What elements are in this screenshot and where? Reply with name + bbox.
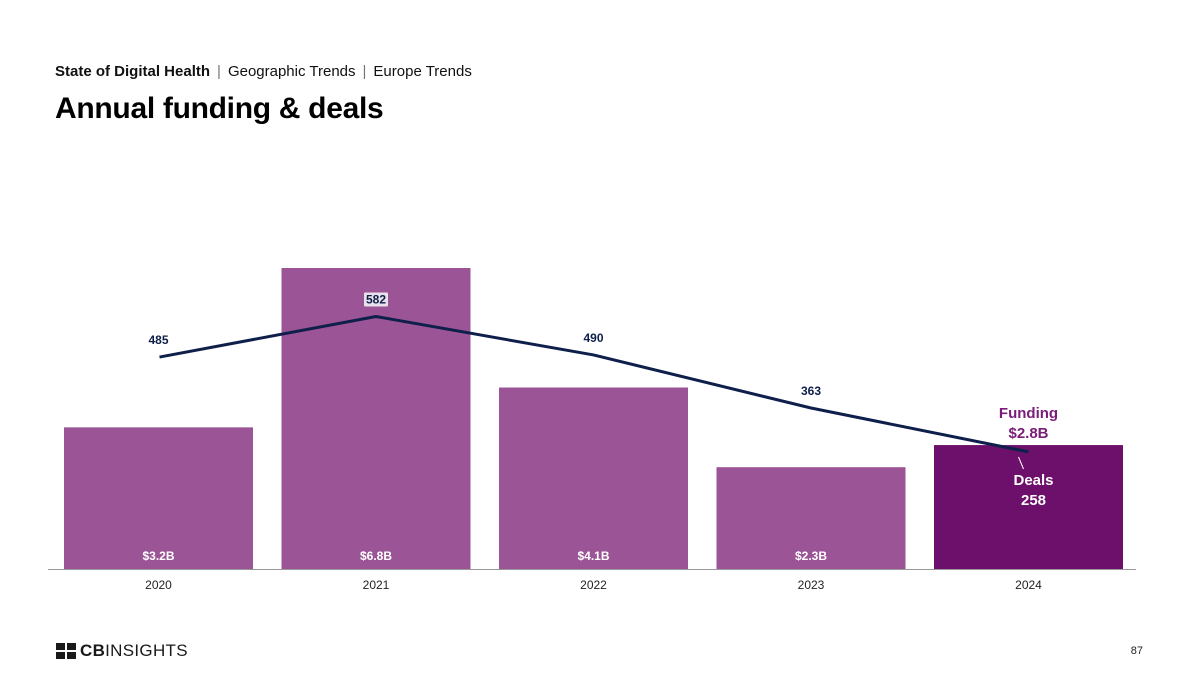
- cb-insights-logo-mark-icon: [56, 643, 76, 659]
- x-tick-label-2023: 2023: [798, 578, 825, 592]
- breadcrumb-item-report: State of Digital Health: [55, 63, 211, 80]
- deals-value-label-2023: 363: [801, 384, 821, 398]
- deals-value-label-2020: 485: [148, 333, 168, 347]
- logo-wordmark: CBINSIGHTS: [80, 641, 188, 661]
- breadcrumb: State of Digital Health | Geographic Trend…: [55, 63, 472, 80]
- funding-value-label-2020: $3.2B: [142, 549, 174, 563]
- deals-value-label-2022: 490: [583, 331, 603, 345]
- page-title: Annual funding & deals: [55, 92, 384, 125]
- deals-value-label-2021: 582: [366, 293, 386, 307]
- x-tick-label-2020: 2020: [145, 578, 172, 592]
- x-tick-label-2024: 2024: [1015, 578, 1042, 592]
- funding-callout-value: $2.8B: [1008, 425, 1048, 442]
- breadcrumb-separator: |: [362, 63, 367, 80]
- x-tick-label-2022: 2022: [580, 578, 607, 592]
- funding-bar-2020: [64, 427, 253, 569]
- logo-wordmark-bold: CB: [80, 641, 106, 660]
- deals-value-label-bg-2021: [364, 292, 388, 307]
- funding-value-label-2023: $2.3B: [795, 549, 827, 563]
- funding-value-label-2022: $4.1B: [577, 549, 609, 563]
- page-number: 87: [1130, 645, 1143, 657]
- breadcrumb-item-section: Geographic Trends: [227, 63, 356, 80]
- funding-bar-2021: [281, 268, 471, 569]
- deals-line: [159, 315, 1029, 454]
- breadcrumb-item-page: Europe Trends: [373, 63, 472, 80]
- deals-callout-label: Deals: [1013, 472, 1053, 489]
- funding-bar-2022: [499, 387, 688, 569]
- funding-callout-label: Funding: [999, 405, 1058, 422]
- logo-wordmark-light: INSIGHTS: [105, 641, 188, 660]
- breadcrumb-separator: |: [217, 63, 221, 80]
- funding-bar-2024: [934, 445, 1123, 569]
- cb-insights-logo: CBINSIGHTS: [56, 641, 188, 661]
- deals-callout-value: 258: [1021, 492, 1046, 509]
- x-tick-label-2021: 2021: [363, 578, 390, 592]
- deals-callout-leader: [1018, 456, 1024, 470]
- funding-value-label-2021: $6.8B: [360, 549, 392, 563]
- funding-bar-2023: [716, 467, 906, 569]
